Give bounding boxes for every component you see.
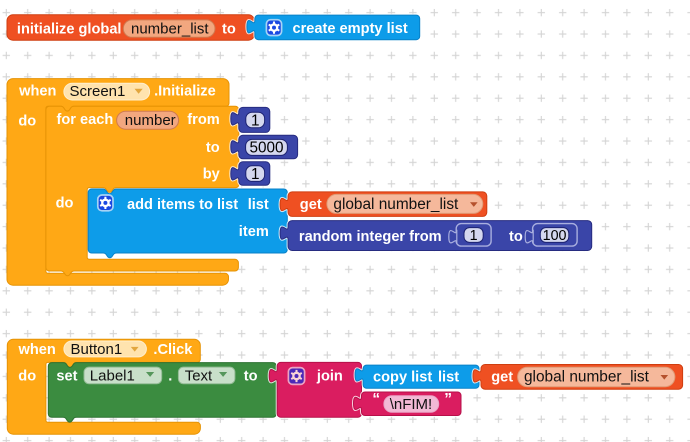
svg-text:\nFIM!: \nFIM! (390, 396, 433, 413)
svg-text:Label1: Label1 (90, 368, 135, 385)
svg-text:“: “ (372, 391, 380, 408)
svg-text:join: join (316, 369, 343, 385)
svg-text:add items to list: add items to list (127, 197, 238, 213)
svg-text:Text: Text (185, 368, 213, 385)
svg-text:do: do (18, 369, 36, 385)
svg-text:do: do (56, 196, 74, 212)
svg-text:set: set (56, 369, 77, 385)
svg-text:Button1: Button1 (71, 341, 123, 358)
svg-text:to: to (222, 21, 236, 37)
svg-text:do: do (18, 114, 36, 130)
svg-text:100: 100 (543, 228, 567, 244)
svg-text:item: item (239, 224, 269, 240)
svg-text:when: when (18, 84, 56, 100)
svg-text:list: list (248, 197, 269, 213)
svg-text:to: to (244, 369, 258, 385)
svg-text:Screen1: Screen1 (70, 83, 126, 100)
svg-text:to: to (509, 229, 523, 245)
svg-text:1: 1 (251, 113, 260, 130)
svg-text:by: by (203, 166, 221, 182)
svg-text:1: 1 (470, 228, 478, 244)
svg-text:number: number (125, 112, 176, 129)
svg-text:create empty list: create empty list (293, 21, 408, 37)
svg-text:number_list: number_list (131, 20, 209, 37)
svg-text:copy list: copy list (373, 369, 432, 385)
svg-text:5000: 5000 (249, 140, 283, 157)
svg-text:list: list (438, 369, 459, 385)
svg-text:get: get (491, 370, 513, 386)
svg-text:to: to (206, 140, 220, 156)
svg-text:from: from (187, 112, 219, 128)
svg-text:random integer from: random integer from (299, 229, 442, 245)
svg-text:get: get (300, 197, 322, 213)
svg-text:global number_list: global number_list (333, 196, 459, 213)
svg-text:.Click: .Click (153, 342, 193, 358)
svg-text:.: . (168, 369, 172, 385)
svg-text:initialize global: initialize global (17, 21, 122, 37)
svg-text:.Initialize: .Initialize (154, 84, 216, 100)
svg-text:global number_list: global number_list (524, 369, 650, 386)
svg-text:”: ” (444, 391, 452, 408)
svg-text:for each: for each (57, 112, 114, 128)
svg-text:1: 1 (251, 166, 260, 183)
svg-text:when: when (18, 342, 56, 358)
